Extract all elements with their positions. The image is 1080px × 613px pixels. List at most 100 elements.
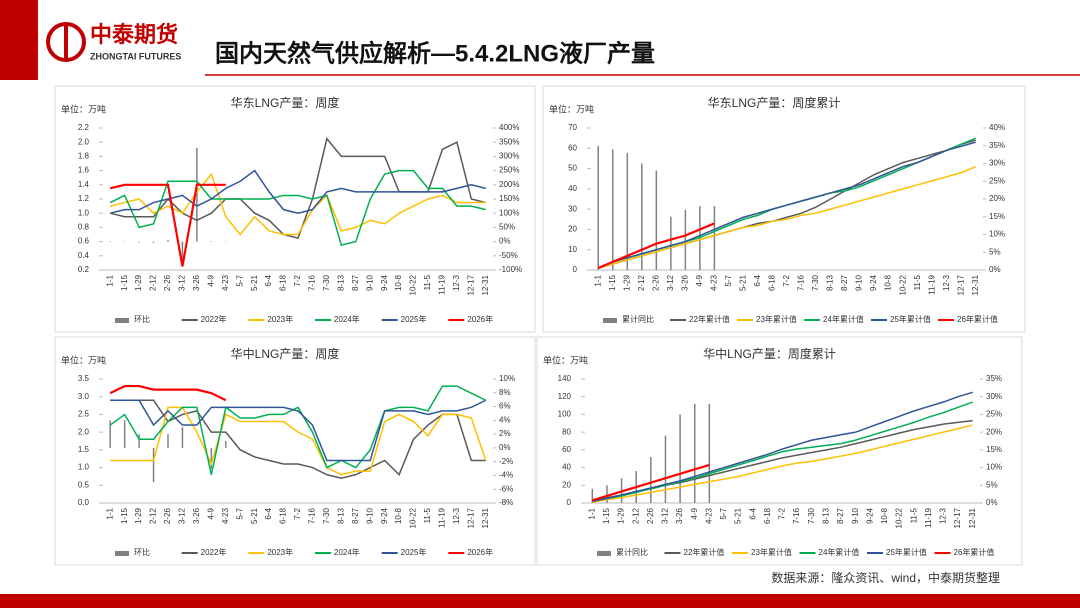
x-tick-label: 10-22 — [409, 274, 418, 295]
y2-tick-label: 50% — [499, 223, 515, 232]
legend-swatch — [115, 318, 129, 323]
legend-label: 2024年 — [334, 314, 360, 324]
x-tick-label: 10-8 — [394, 274, 403, 291]
x-tick-label: 7-30 — [322, 507, 331, 524]
series-line — [109, 384, 227, 402]
series-line — [109, 169, 486, 247]
x-tick-label: 2-26 — [646, 507, 655, 524]
legend-label: 2022年 — [201, 314, 227, 324]
y2-tick-label: 20% — [989, 194, 1005, 203]
x-tick-label: 1-15 — [120, 274, 129, 291]
x-tick-label: 11-19 — [438, 274, 447, 294]
x-tick-label: 3-12 — [666, 274, 675, 291]
chart-title: 华东LNG产量：周度 — [231, 95, 340, 110]
x-tick-label: 10-8 — [394, 507, 403, 524]
x-tick-label: 11-5 — [423, 507, 432, 523]
y-tick-label: 120 — [558, 392, 572, 401]
y-tick-label: 1.2 — [78, 194, 90, 203]
legend-label: 24年累计值 — [823, 314, 864, 324]
legend-label: 25年累计值 — [886, 547, 927, 557]
unit-label: 单位：万吨 — [61, 103, 106, 114]
panel — [542, 85, 1026, 333]
chart-title: 华中LNG产量：周度 — [231, 346, 340, 361]
y-tick-label: 0 — [567, 498, 572, 507]
y2-tick-label: 25% — [986, 410, 1002, 419]
x-tick-label: 2-12 — [631, 507, 640, 524]
panel — [536, 336, 1023, 566]
legend-label: 2026年 — [467, 314, 493, 324]
y-tick-label: 0.2 — [78, 265, 90, 274]
series-line — [110, 399, 487, 462]
y-tick-label: 2.0 — [78, 427, 90, 436]
x-tick-label: 8-27 — [840, 274, 849, 291]
y2-tick-label: 20% — [986, 427, 1002, 436]
y2-tick-label: 10% — [986, 463, 1002, 472]
legend-label: 2025年 — [401, 314, 427, 324]
x-tick-label: 7-30 — [811, 274, 820, 291]
x-tick-label: 1-15 — [602, 507, 611, 524]
x-tick-label: 3-26 — [675, 507, 684, 524]
x-tick-label: 6-18 — [763, 507, 772, 524]
y2-tick-label: 15% — [989, 212, 1005, 221]
x-tick-label: 10-22 — [898, 274, 907, 295]
unit-label: 单位：万吨 — [543, 354, 588, 365]
legend-label: 23年累计值 — [756, 314, 797, 324]
series-line — [109, 183, 226, 267]
y2-tick-label: 30% — [989, 159, 1005, 168]
y-tick-label: 3.0 — [78, 392, 90, 401]
y-tick-label: 2.2 — [78, 123, 90, 132]
y2-tick-label: -2% — [499, 457, 513, 466]
x-tick-label: 2-26 — [651, 274, 660, 291]
x-tick-label: 6-4 — [264, 274, 273, 286]
x-tick-label: 8-27 — [836, 507, 845, 524]
y-tick-label: 70 — [568, 123, 577, 132]
page-title: 国内天然气供应解析—5.4.2LNG液厂产量 — [215, 39, 655, 67]
y2-tick-label: 15% — [986, 445, 1002, 454]
x-tick-label: 4-23 — [221, 274, 230, 291]
y2-tick-label: 0% — [499, 237, 511, 246]
x-tick-label: 7-2 — [293, 274, 302, 286]
legend-swatch — [597, 551, 611, 556]
legend-label: 22年累计值 — [689, 314, 730, 324]
series-line — [592, 401, 973, 502]
x-tick-label: 9-10 — [855, 274, 864, 291]
y-tick-label: 1.5 — [78, 445, 90, 454]
legend-label: 累计同比 — [622, 314, 654, 324]
y-tick-label: 1.0 — [78, 463, 90, 472]
y-tick-label: 0.6 — [78, 237, 90, 246]
x-tick-label: 12-17 — [953, 507, 962, 528]
series-line — [592, 424, 973, 503]
y-tick-label: 1.4 — [78, 180, 90, 189]
x-tick-label: 12-17 — [466, 507, 475, 528]
y-tick-label: 80 — [562, 427, 571, 436]
y-tick-label: 60 — [562, 445, 571, 454]
x-tick-label: 6-18 — [768, 274, 777, 291]
y-tick-label: 0 — [573, 265, 578, 274]
x-tick-label: 9-24 — [865, 507, 874, 524]
panel — [54, 336, 536, 566]
x-tick-label: 6-4 — [748, 507, 757, 519]
x-tick-label: 9-10 — [365, 507, 374, 524]
legend-label: 2026年 — [467, 547, 493, 557]
y-tick-label: 50 — [568, 164, 577, 173]
x-tick-label: 12-3 — [452, 274, 461, 291]
x-tick-label: 8-13 — [336, 274, 345, 291]
x-tick-label: 6-4 — [264, 507, 273, 519]
x-tick-label: 12-31 — [481, 274, 490, 295]
legend-label: 环比 — [134, 547, 150, 557]
y2-tick-label: 0% — [986, 498, 998, 507]
x-tick-label: 3-12 — [178, 274, 187, 291]
y2-tick-label: 5% — [986, 480, 998, 489]
y2-tick-label: 4% — [499, 415, 511, 424]
x-tick-label: 7-16 — [792, 507, 801, 524]
logo-mark — [46, 22, 86, 62]
y2-tick-label: 300% — [499, 152, 519, 161]
chart-title: 华中LNG产量：周度累计 — [703, 346, 836, 361]
x-tick-label: 5-21 — [250, 507, 259, 524]
y2-tick-label: 350% — [499, 137, 519, 146]
y2-tick-label: 10% — [989, 230, 1005, 239]
series-line — [597, 222, 715, 269]
series-line — [110, 406, 487, 476]
x-tick-label: 7-2 — [778, 507, 787, 519]
unit-label: 单位：万吨 — [61, 354, 106, 365]
